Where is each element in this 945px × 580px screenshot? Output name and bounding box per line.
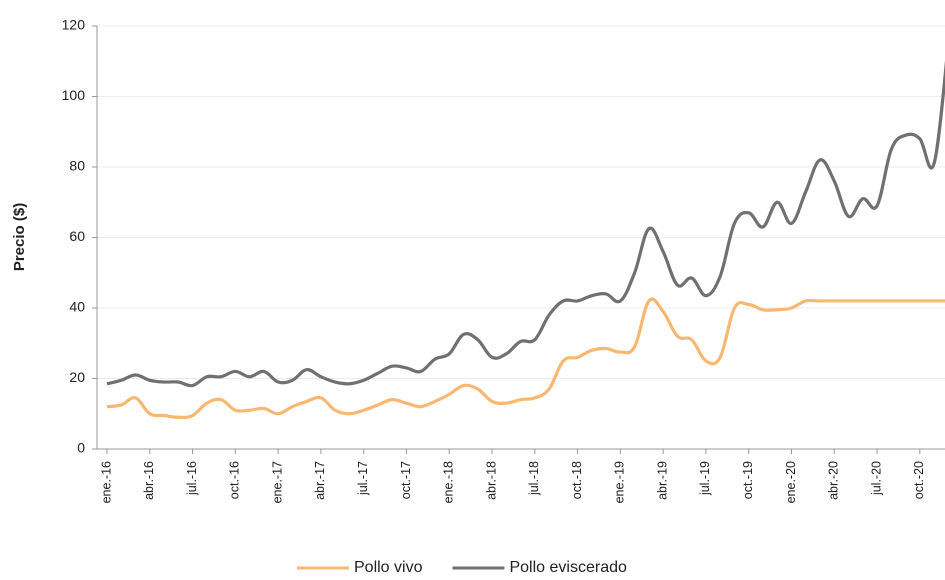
- y-axis-label: Precio ($): [11, 203, 28, 271]
- series-line: [106, 297, 945, 419]
- x-tick-label: oct.-18: [570, 461, 584, 499]
- y-tick-label: 120: [62, 17, 86, 33]
- x-tick-label: abr.-19: [655, 461, 669, 500]
- y-tick-label: 60: [69, 228, 85, 244]
- x-tick-label: ene.-20: [784, 461, 798, 503]
- x-tick-label: oct.-16: [228, 461, 242, 499]
- x-tick-label: oct.-19: [741, 461, 755, 499]
- x-tick-label: jul.-17: [356, 461, 370, 496]
- y-tick-label: 40: [69, 299, 85, 315]
- series-line: [106, 60, 945, 388]
- x-tick-label: ene.-17: [270, 461, 284, 503]
- y-tick-label: 0: [77, 440, 85, 456]
- x-tick-label: abr.-18: [484, 461, 498, 500]
- x-tick-label: abr.-16: [142, 461, 156, 500]
- x-tick-label: ene.-18: [442, 461, 456, 503]
- x-tick-label: ene.-19: [613, 461, 627, 503]
- y-tick-label: 100: [62, 87, 86, 103]
- legend-label: Pollo vivo: [354, 559, 423, 576]
- x-tick-label: jul.-20: [869, 461, 883, 496]
- legend-label: Pollo eviscerado: [509, 559, 627, 576]
- x-tick-label: abr.-17: [313, 461, 327, 500]
- x-tick-label: ene.-16: [99, 461, 113, 503]
- x-tick-label: oct.-20: [912, 461, 926, 499]
- x-tick-label: abr.-20: [827, 461, 841, 500]
- x-tick-label: jul.-18: [527, 461, 541, 496]
- x-tick-label: jul.-16: [185, 461, 199, 496]
- x-tick-label: jul.-19: [698, 461, 712, 496]
- y-tick-label: 20: [69, 369, 85, 385]
- y-tick-label: 80: [69, 158, 85, 174]
- x-tick-label: oct.-17: [399, 461, 413, 499]
